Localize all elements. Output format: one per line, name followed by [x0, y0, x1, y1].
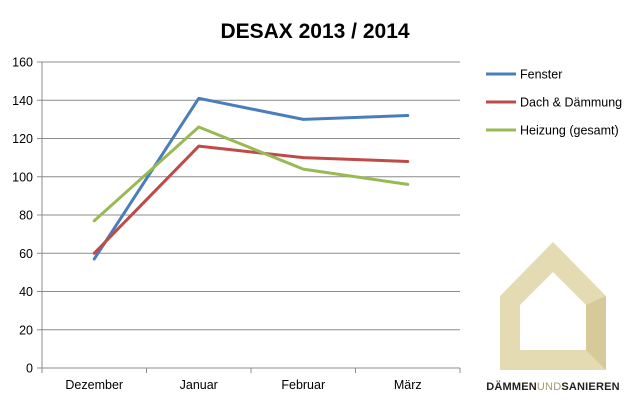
legend-label-0: Fenster [520, 68, 562, 82]
y-tick-label: 60 [19, 247, 33, 261]
logo-text-und: UND [537, 381, 561, 393]
y-tick-label: 0 [26, 362, 33, 376]
y-axis: 0 20 40 60 80 100 120 140 160 [12, 56, 43, 376]
x-tick-label: Januar [180, 378, 218, 392]
x-axis: Dezember Januar Februar März [41, 368, 461, 392]
logo-house-shape [500, 242, 606, 370]
legend-label-1: Dach & Dämmung [520, 96, 622, 110]
gridlines [42, 61, 460, 369]
chart-title: DESAX 2013 / 2014 [220, 20, 409, 43]
logo-text-daemmen: DÄMMEN [486, 380, 537, 393]
y-tick-label: 20 [19, 323, 33, 337]
logo-text-sanieren: SANIEREN [561, 381, 619, 393]
y-tick-label: 160 [12, 56, 33, 70]
x-tick-label: Dezember [65, 378, 123, 392]
x-tick-label: Februar [281, 378, 325, 392]
y-tick-label: 140 [12, 94, 33, 108]
series-line-1 [92, 144, 410, 255]
y-tick-label: 40 [19, 285, 33, 299]
x-tick-label: März [394, 378, 422, 392]
daemmen-und-sanieren-logo: DÄMMENUNDSANIEREN [486, 242, 620, 393]
legend-label-2: Heizung (gesamt) [520, 124, 619, 138]
series-lines [92, 96, 410, 261]
y-tick-label: 120 [12, 132, 33, 146]
legend: Fenster Dach & Dämmung Heizung (gesamt) [486, 68, 622, 138]
logo-house-shadow [586, 296, 606, 370]
series-line-2 [92, 125, 410, 223]
y-tick-label: 80 [19, 209, 33, 223]
y-tick-label: 100 [12, 170, 33, 184]
svg-text:DÄMMENUNDSANIEREN: DÄMMENUNDSANIEREN [486, 380, 620, 393]
series-line-0 [92, 96, 410, 261]
